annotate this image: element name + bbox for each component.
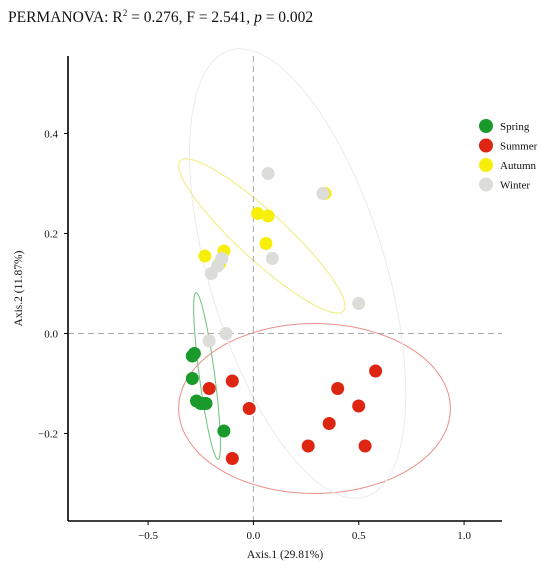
x-tick-label: −0.5 [138, 530, 158, 542]
autumn-point [198, 249, 212, 263]
summer-point [225, 452, 239, 465]
confidence-ellipses [178, 48, 451, 499]
y-tick-label: 0.0 [44, 329, 58, 341]
summer-point [358, 439, 372, 453]
winter-point [219, 327, 233, 340]
reference-lines [68, 56, 502, 521]
legend: Spring Summer Autumn Winter [479, 119, 538, 192]
winter-point [352, 297, 366, 310]
winter-point [261, 167, 275, 180]
autumn-ellipse [178, 158, 346, 314]
spring-legend-label: Spring [500, 121, 530, 133]
spring-point [185, 349, 199, 363]
summer-point [301, 439, 315, 453]
y-tick-label: 0.2 [44, 229, 58, 241]
permanova-stats: PERMANOVA: R2 = 0.276, F = 2.541, p = 0.… [8, 8, 313, 27]
y-tick-label: 0.4 [44, 129, 58, 141]
spring-point [185, 372, 199, 385]
autumn-point [259, 237, 273, 250]
data-points [185, 167, 383, 465]
winter-legend-label: Winter [500, 180, 530, 192]
y-tick-label: −0.2 [38, 429, 58, 441]
summer-point [352, 399, 366, 413]
summer-legend-label: Summer [500, 141, 538, 153]
summer-point [225, 374, 239, 388]
autumn-legend-marker [479, 158, 493, 172]
winter-ellipse [188, 48, 407, 499]
summer-ellipse [178, 322, 451, 495]
x-tick-label: 1.0 [457, 530, 471, 542]
winter-point [202, 334, 216, 348]
spring-point [199, 397, 213, 410]
spring-ellipse [193, 292, 221, 460]
winter-point [204, 267, 218, 280]
spring-legend-marker [479, 119, 493, 133]
winter-point [316, 187, 330, 200]
autumn-point [251, 207, 265, 220]
r-squared-exponent: 2 [122, 8, 128, 18]
winter-point [215, 252, 229, 265]
winter-legend-marker [479, 177, 493, 192]
autumn-point [261, 209, 275, 223]
summer-point [202, 382, 216, 395]
summer-point [242, 402, 256, 415]
axes: −0.5 0.0 0.5 1.0 −0.2 0.0 0.2 0.4 Axis.1 (29.81%… [13, 56, 502, 561]
x-tick-label: 0.0 [247, 530, 261, 542]
p-symbol: p [254, 9, 262, 26]
x-axis-title: Axis.1 (29.81%) [247, 549, 324, 561]
summer-point [322, 417, 336, 430]
winter-point [265, 252, 279, 265]
p-value: = 0.002 [261, 9, 314, 26]
stats-prefix: PERMANOVA: R [8, 9, 123, 26]
autumn-legend-label: Autumn [500, 160, 537, 172]
stats-values: = 0.276, F = 2.541, [127, 9, 255, 26]
spring-point [217, 424, 231, 438]
summer-point [369, 364, 383, 378]
summer-point [331, 382, 345, 395]
x-tick-label: 0.5 [352, 530, 366, 542]
summer-legend-marker [479, 138, 493, 153]
y-axis-title: Axis.2 (11.87%) [13, 250, 25, 326]
